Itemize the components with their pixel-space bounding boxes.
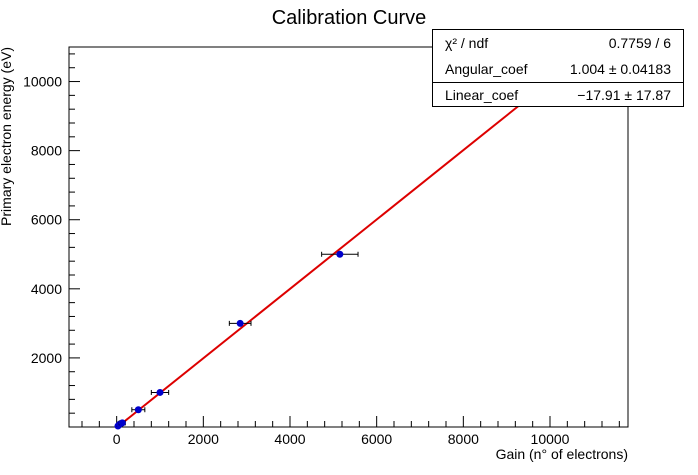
x-tick-label: 10000: [531, 431, 570, 447]
chart-title: Calibration Curve: [272, 7, 427, 29]
stats-row-linear-coef: Linear_coef −17.91 ± 17.87: [433, 82, 683, 108]
stats-row-chi2: χ² / ndf 0.7759 / 6: [433, 30, 683, 56]
stats-divider: [433, 82, 683, 83]
y-tick-label: 4000: [31, 281, 62, 297]
data-point: [118, 419, 126, 427]
data-point: [156, 388, 164, 396]
data-point: [134, 406, 142, 414]
data-point: [236, 319, 244, 327]
y-tick-label: 6000: [31, 212, 62, 228]
stats-key-linear-coef: Linear_coef: [445, 87, 519, 103]
x-tick-label: 8000: [448, 431, 479, 447]
stats-key-chi2: χ² / ndf: [445, 35, 489, 51]
x-tick-label: 6000: [361, 431, 392, 447]
y-tick-label: 8000: [31, 143, 62, 159]
x-tick-label: 2000: [188, 431, 219, 447]
y-tick-label: 10000: [23, 74, 62, 90]
x-axis-label: Gain (n° of electrons): [496, 446, 628, 462]
fit-stats-box: χ² / ndf 0.7759 / 6 Angular_coef 1.004 ±…: [432, 29, 684, 107]
stats-key-angular-coef: Angular_coef: [445, 61, 528, 77]
stats-value-linear-coef: −17.91 ± 17.87: [577, 87, 671, 103]
stats-value-angular-coef: 1.004 ± 0.04183: [569, 61, 671, 77]
fit-line: [116, 86, 542, 429]
y-axis-label: Primary electron energy (eV): [0, 47, 14, 226]
data-point: [336, 250, 344, 258]
stats-value-chi2: 0.7759 / 6: [608, 35, 671, 51]
stats-row-angular-coef: Angular_coef 1.004 ± 0.04183: [433, 56, 683, 82]
plot-frame: [68, 46, 629, 428]
y-tick-label: 2000: [31, 350, 62, 366]
x-tick-label: 0: [113, 431, 121, 447]
x-tick-label: 4000: [274, 431, 305, 447]
